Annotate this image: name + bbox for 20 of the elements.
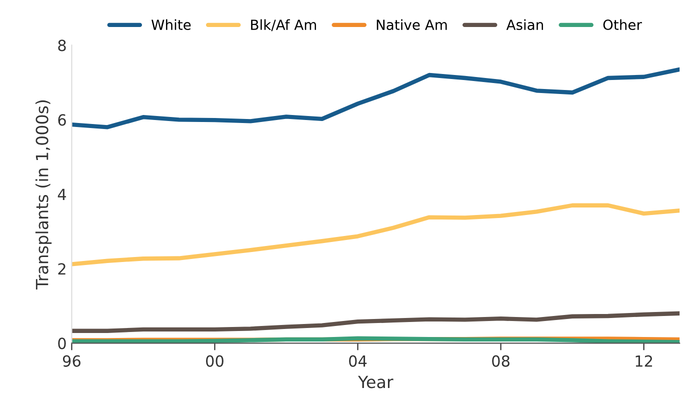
y-axis-title: Transplants (in 1,000s) (35, 100, 52, 290)
x-axis-title: Year (358, 376, 394, 388)
legend-label: White (151, 19, 191, 30)
y-tick-label: 2 (58, 263, 66, 274)
y-tick-label: 0 (58, 338, 66, 350)
y-tick-label: 8 (58, 40, 66, 52)
legend-label: Asian (506, 19, 543, 30)
legend-label: Other (603, 19, 642, 30)
x-tick-label: 08 (492, 355, 510, 367)
y-tick-label: 6 (58, 114, 66, 126)
y-tick-label: 4 (58, 188, 66, 200)
legend-label: Native Am (376, 19, 447, 30)
x-tick-label: 00 (206, 355, 224, 367)
x-tick-label: 12 (636, 355, 652, 367)
line-series (72, 311, 680, 333)
legend-label: Blk/Af Am (251, 19, 316, 32)
x-tick-label: 96 (62, 355, 80, 367)
line-series (72, 203, 680, 266)
line-series (72, 67, 680, 130)
x-tick-label: 04 (349, 355, 367, 367)
